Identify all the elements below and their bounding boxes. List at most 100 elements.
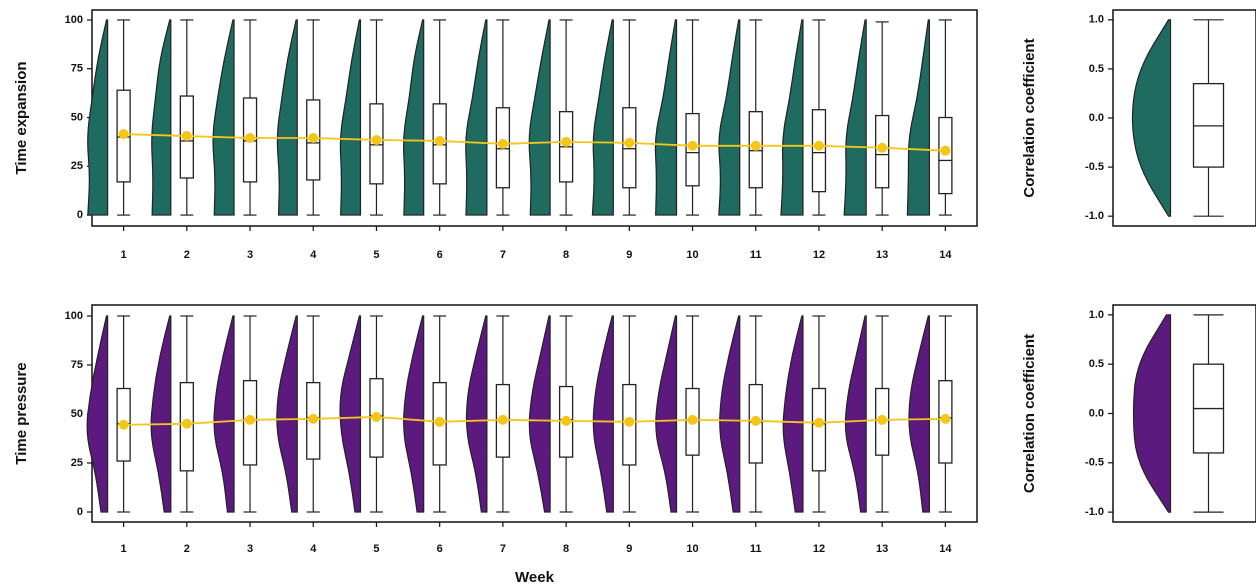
mean-point (308, 133, 319, 143)
violin (87, 19, 109, 216)
violin (213, 315, 235, 513)
y-tick-label: 0 (77, 506, 83, 518)
violin (151, 19, 172, 216)
x-tick-label: 10 (686, 543, 698, 555)
box (685, 387, 700, 456)
y-tick-label: 0.0 (1089, 407, 1104, 419)
x-tick-label: 7 (500, 249, 506, 261)
y-tick-label: 50 (71, 111, 83, 123)
box (938, 116, 953, 195)
x-tick-label: 13 (876, 543, 888, 555)
x-tick-label: 8 (563, 249, 569, 261)
violin (844, 315, 867, 513)
y-tick-label: -1.0 (1085, 210, 1104, 222)
y-tick-label: 100 (65, 310, 83, 322)
x-tick-label: 1 (121, 543, 127, 555)
y-tick-label: 100 (65, 14, 83, 26)
box (622, 383, 637, 466)
y-tick-label: 1.0 (1089, 14, 1104, 26)
box (875, 114, 890, 189)
violin (718, 19, 741, 216)
y-axis-label: Time pressure (13, 362, 30, 464)
x-tick-label: 6 (437, 543, 443, 555)
x-tick-label: 2 (184, 543, 190, 555)
y-tick-label: 75 (71, 63, 83, 75)
violin (906, 19, 930, 216)
mean-point (940, 145, 951, 156)
box (179, 381, 194, 472)
violin (592, 315, 614, 513)
violin (150, 315, 172, 513)
violin (339, 19, 362, 216)
violin (654, 19, 678, 216)
mean-point (687, 414, 698, 425)
mean-point (877, 414, 888, 425)
x-axis-label: Week (515, 569, 555, 586)
x-tick-label: 5 (373, 543, 379, 555)
violin (528, 315, 551, 513)
box (495, 107, 511, 189)
box (811, 387, 827, 472)
mean-point (308, 413, 319, 424)
mean-point (181, 131, 192, 142)
mean-point (687, 140, 698, 151)
x-tick-label: 1 (121, 249, 127, 261)
y-tick-label: 25 (71, 160, 83, 172)
mean-point (371, 134, 382, 145)
x-tick-label: 14 (939, 543, 952, 555)
mean-point (497, 138, 508, 149)
x-tick-label: 3 (247, 543, 253, 555)
y-tick-label: 1.0 (1089, 309, 1104, 321)
mean-point (245, 414, 256, 425)
x-tick-label: 5 (373, 249, 379, 261)
violin (86, 315, 109, 513)
x-tick-label: 6 (437, 249, 443, 261)
box (242, 380, 258, 466)
mean-point (118, 419, 129, 430)
y-tick-label: 0.5 (1089, 358, 1104, 370)
x-tick-label: 4 (310, 249, 317, 261)
violin (212, 19, 235, 216)
mean-point (624, 416, 635, 427)
y-tick-label: 75 (71, 359, 83, 371)
violin (465, 19, 488, 216)
x-tick-label: 12 (813, 543, 825, 555)
mean-point (497, 414, 508, 425)
box (116, 89, 131, 183)
box (432, 381, 447, 466)
x-tick-label: 9 (626, 249, 632, 261)
x-tick-label: 11 (750, 543, 762, 555)
x-tick-label: 2 (184, 249, 190, 261)
violin (843, 19, 867, 216)
mean-line (123, 416, 946, 426)
x-tick-label: 12 (813, 249, 825, 261)
x-tick-label: 9 (626, 543, 632, 555)
mean-point (750, 415, 761, 426)
box (685, 112, 700, 187)
violin (908, 315, 930, 513)
mean-point (371, 411, 382, 422)
x-tick-label: 13 (876, 249, 888, 261)
mean-point (181, 418, 192, 429)
mean-point (813, 140, 824, 151)
y-axis-label: Correlation coefficient (1021, 38, 1038, 197)
box (748, 383, 763, 464)
mean-point (118, 129, 129, 140)
y-tick-label: -0.5 (1085, 457, 1104, 469)
violin (591, 19, 614, 216)
violin (403, 315, 425, 513)
box (432, 103, 447, 185)
mean-point (245, 133, 256, 143)
x-tick-label: 8 (563, 543, 569, 555)
violin (655, 315, 678, 513)
mean-point (561, 415, 572, 426)
box (369, 103, 384, 185)
mean-point (750, 140, 761, 151)
mean-point (940, 413, 951, 424)
y-tick-label: 0 (77, 209, 83, 221)
mean-point (624, 137, 635, 148)
x-tick-label: 3 (247, 249, 253, 261)
y-tick-label: -1.0 (1085, 506, 1104, 518)
mean-point (813, 417, 824, 428)
